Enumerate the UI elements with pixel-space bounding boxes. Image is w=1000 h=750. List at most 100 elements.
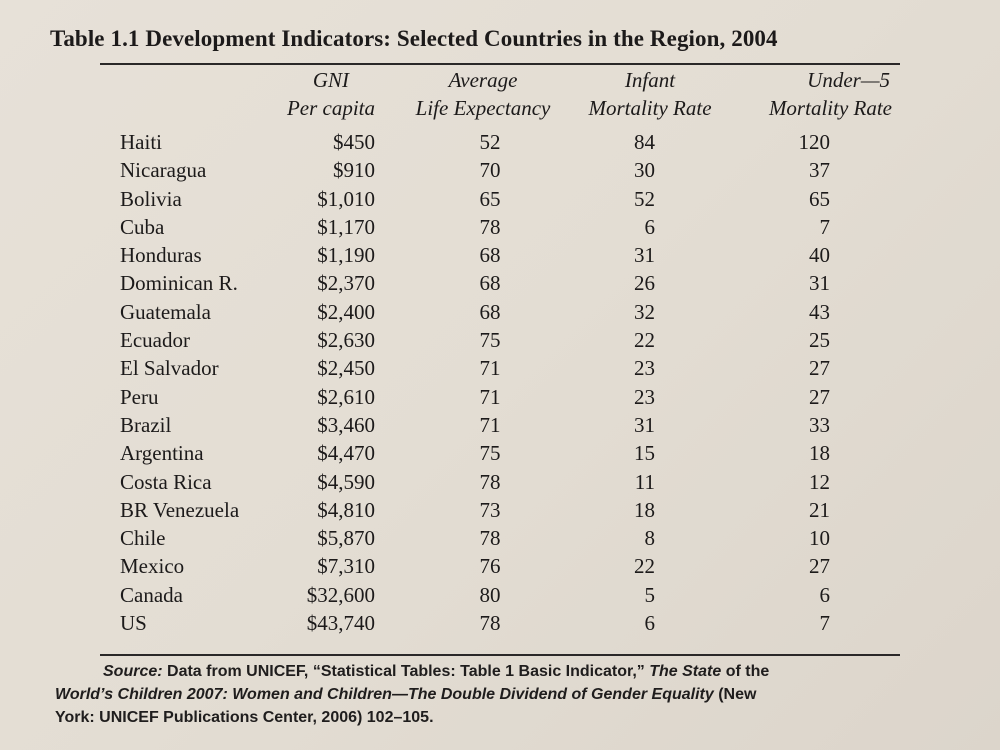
cell-life-expectancy: 71 <box>479 412 501 437</box>
cell-life-expectancy: 71 <box>479 384 501 409</box>
cell-country: Mexico <box>120 554 185 579</box>
cell-gni: $450 <box>333 130 375 154</box>
cell-gni: $4,810 <box>317 497 375 522</box>
cell-life-expectancy: 65 <box>479 186 501 211</box>
table-row: Peru $2,610 71 23 27 <box>0 383 1000 411</box>
cell-under5-mortality: 65 <box>809 186 830 211</box>
table-row: Honduras $1,190 68 31 40 <box>0 241 1000 269</box>
header-life-line1: Average <box>448 68 518 92</box>
table-row: Guatemala $2,400 68 32 43 <box>0 298 1000 326</box>
table-row: Bolivia $1,010 65 52 65 <box>0 185 1000 213</box>
header-life-line2: Life Expectancy <box>415 96 551 120</box>
cell-infant-mortality: 5 <box>644 582 656 607</box>
cell-under5-mortality: 27 <box>809 356 830 381</box>
cell-under5-mortality: 12 <box>809 469 830 494</box>
cell-under5-mortality: 25 <box>809 328 830 353</box>
table-row: Argentina $4,470 75 15 18 <box>0 439 1000 467</box>
header-under5-line2: Mortality Rate <box>768 96 892 120</box>
cell-life-expectancy: 76 <box>479 554 501 579</box>
source-text-4: York: UNICEF Publications Center, 2006) … <box>55 709 434 726</box>
source-text-1: Data from UNICEF, “Statistical Tables: T… <box>162 663 650 680</box>
cell-life-expectancy: 73 <box>479 497 501 522</box>
cell-gni: $5,870 <box>317 526 375 551</box>
cell-country: Costa Rica <box>120 469 212 494</box>
header-gni-line2: Per capita <box>286 96 375 120</box>
cell-under5-mortality: 43 <box>809 299 830 324</box>
source-note: Source: Data from UNICEF, “Statistical T… <box>55 660 935 729</box>
cell-gni: $32,600 <box>306 582 375 607</box>
table-row: Mexico $7,310 76 22 27 <box>0 552 1000 580</box>
cell-gni: $4,590 <box>317 469 375 494</box>
cell-life-expectancy: 68 <box>479 243 501 268</box>
cell-country: Dominican R. <box>120 271 238 296</box>
cell-life-expectancy: 78 <box>479 469 501 494</box>
cell-infant-mortality: 6 <box>644 214 656 239</box>
cell-gni: $7,310 <box>317 554 375 579</box>
cell-country: Haiti <box>120 130 162 154</box>
cell-under5-mortality: 7 <box>819 611 831 636</box>
table-row: El Salvador $2,450 71 23 27 <box>0 354 1000 382</box>
cell-under5-mortality: 18 <box>809 441 830 466</box>
cell-country: US <box>120 611 147 636</box>
cell-infant-mortality: 22 <box>634 328 655 353</box>
source-text-2: of the <box>721 663 770 680</box>
cell-gni: $3,460 <box>317 412 375 437</box>
cell-infant-mortality: 52 <box>634 186 655 211</box>
source-label: Source: <box>103 663 163 680</box>
cell-gni: $4,470 <box>317 441 375 466</box>
cell-country: Argentina <box>120 441 204 466</box>
cell-life-expectancy: 78 <box>479 214 501 239</box>
cell-country: El Salvador <box>120 356 219 381</box>
cell-under5-mortality: 21 <box>809 497 830 522</box>
source-text-3: (New <box>713 686 757 703</box>
cell-under5-mortality: 10 <box>809 526 830 551</box>
table-row: Dominican R. $2,370 68 26 31 <box>0 269 1000 297</box>
cell-life-expectancy: 52 <box>479 130 501 154</box>
cell-life-expectancy: 70 <box>479 158 501 183</box>
cell-country: Chile <box>120 526 166 551</box>
header-gni: GNI Per capita <box>287 66 375 122</box>
header-life-expectancy: Average Life Expectancy <box>403 66 563 122</box>
cell-infant-mortality: 15 <box>634 441 655 466</box>
source-italic-2: World’s Children 2007: Women and Childre… <box>55 686 714 703</box>
table-row: Brazil $3,460 71 31 33 <box>0 411 1000 439</box>
cell-under5-mortality: 27 <box>809 554 830 579</box>
header-infant-line2: Mortality Rate <box>588 96 712 120</box>
top-rule <box>100 63 900 65</box>
cell-under5-mortality: 7 <box>819 214 831 239</box>
header-gni-line1: GNI <box>312 68 350 92</box>
table-row: Nicaragua $910 70 30 37 <box>0 156 1000 184</box>
cell-infant-mortality: 23 <box>634 356 655 381</box>
cell-country: Canada <box>120 582 183 607</box>
cell-life-expectancy: 80 <box>479 582 501 607</box>
cell-gni: $1,170 <box>317 214 375 239</box>
table-row: Cuba $1,170 78 6 7 <box>0 213 1000 241</box>
header-infant-line1: Infant <box>624 68 676 92</box>
cell-infant-mortality: 18 <box>634 497 655 522</box>
cell-under5-mortality: 6 <box>819 582 831 607</box>
cell-under5-mortality: 37 <box>809 158 830 183</box>
cell-infant-mortality: 84 <box>634 130 655 154</box>
cell-life-expectancy: 68 <box>479 299 501 324</box>
cell-country: Nicaragua <box>120 158 207 183</box>
cell-gni: $43,740 <box>306 611 375 636</box>
cell-infant-mortality: 8 <box>644 526 656 551</box>
bottom-rule <box>100 654 900 656</box>
cell-country: Guatemala <box>120 299 211 324</box>
header-under5-line1: Under—5 <box>807 68 890 92</box>
cell-gni: $2,610 <box>317 384 375 409</box>
cell-infant-mortality: 11 <box>634 469 655 494</box>
cell-under5-mortality: 33 <box>809 412 830 437</box>
cell-life-expectancy: 78 <box>479 526 501 551</box>
cell-gni: $1,190 <box>317 243 375 268</box>
cell-life-expectancy: 68 <box>479 271 501 296</box>
cell-under5-mortality: 120 <box>798 130 831 154</box>
cell-country: Peru <box>120 384 159 409</box>
table-body: Haiti $450 52 84 120 Nicaragua $910 70 30 37 Boliv… <box>0 128 1000 637</box>
table-row: US $43,740 78 6 7 <box>0 609 1000 637</box>
cell-country: BR Venezuela <box>120 497 240 522</box>
cell-gni: $2,450 <box>317 356 375 381</box>
cell-infant-mortality: 22 <box>634 554 655 579</box>
table-title: Table 1.1 Development Indicators: Select… <box>50 26 778 51</box>
table-row: Chile $5,870 78 8 10 <box>0 524 1000 552</box>
